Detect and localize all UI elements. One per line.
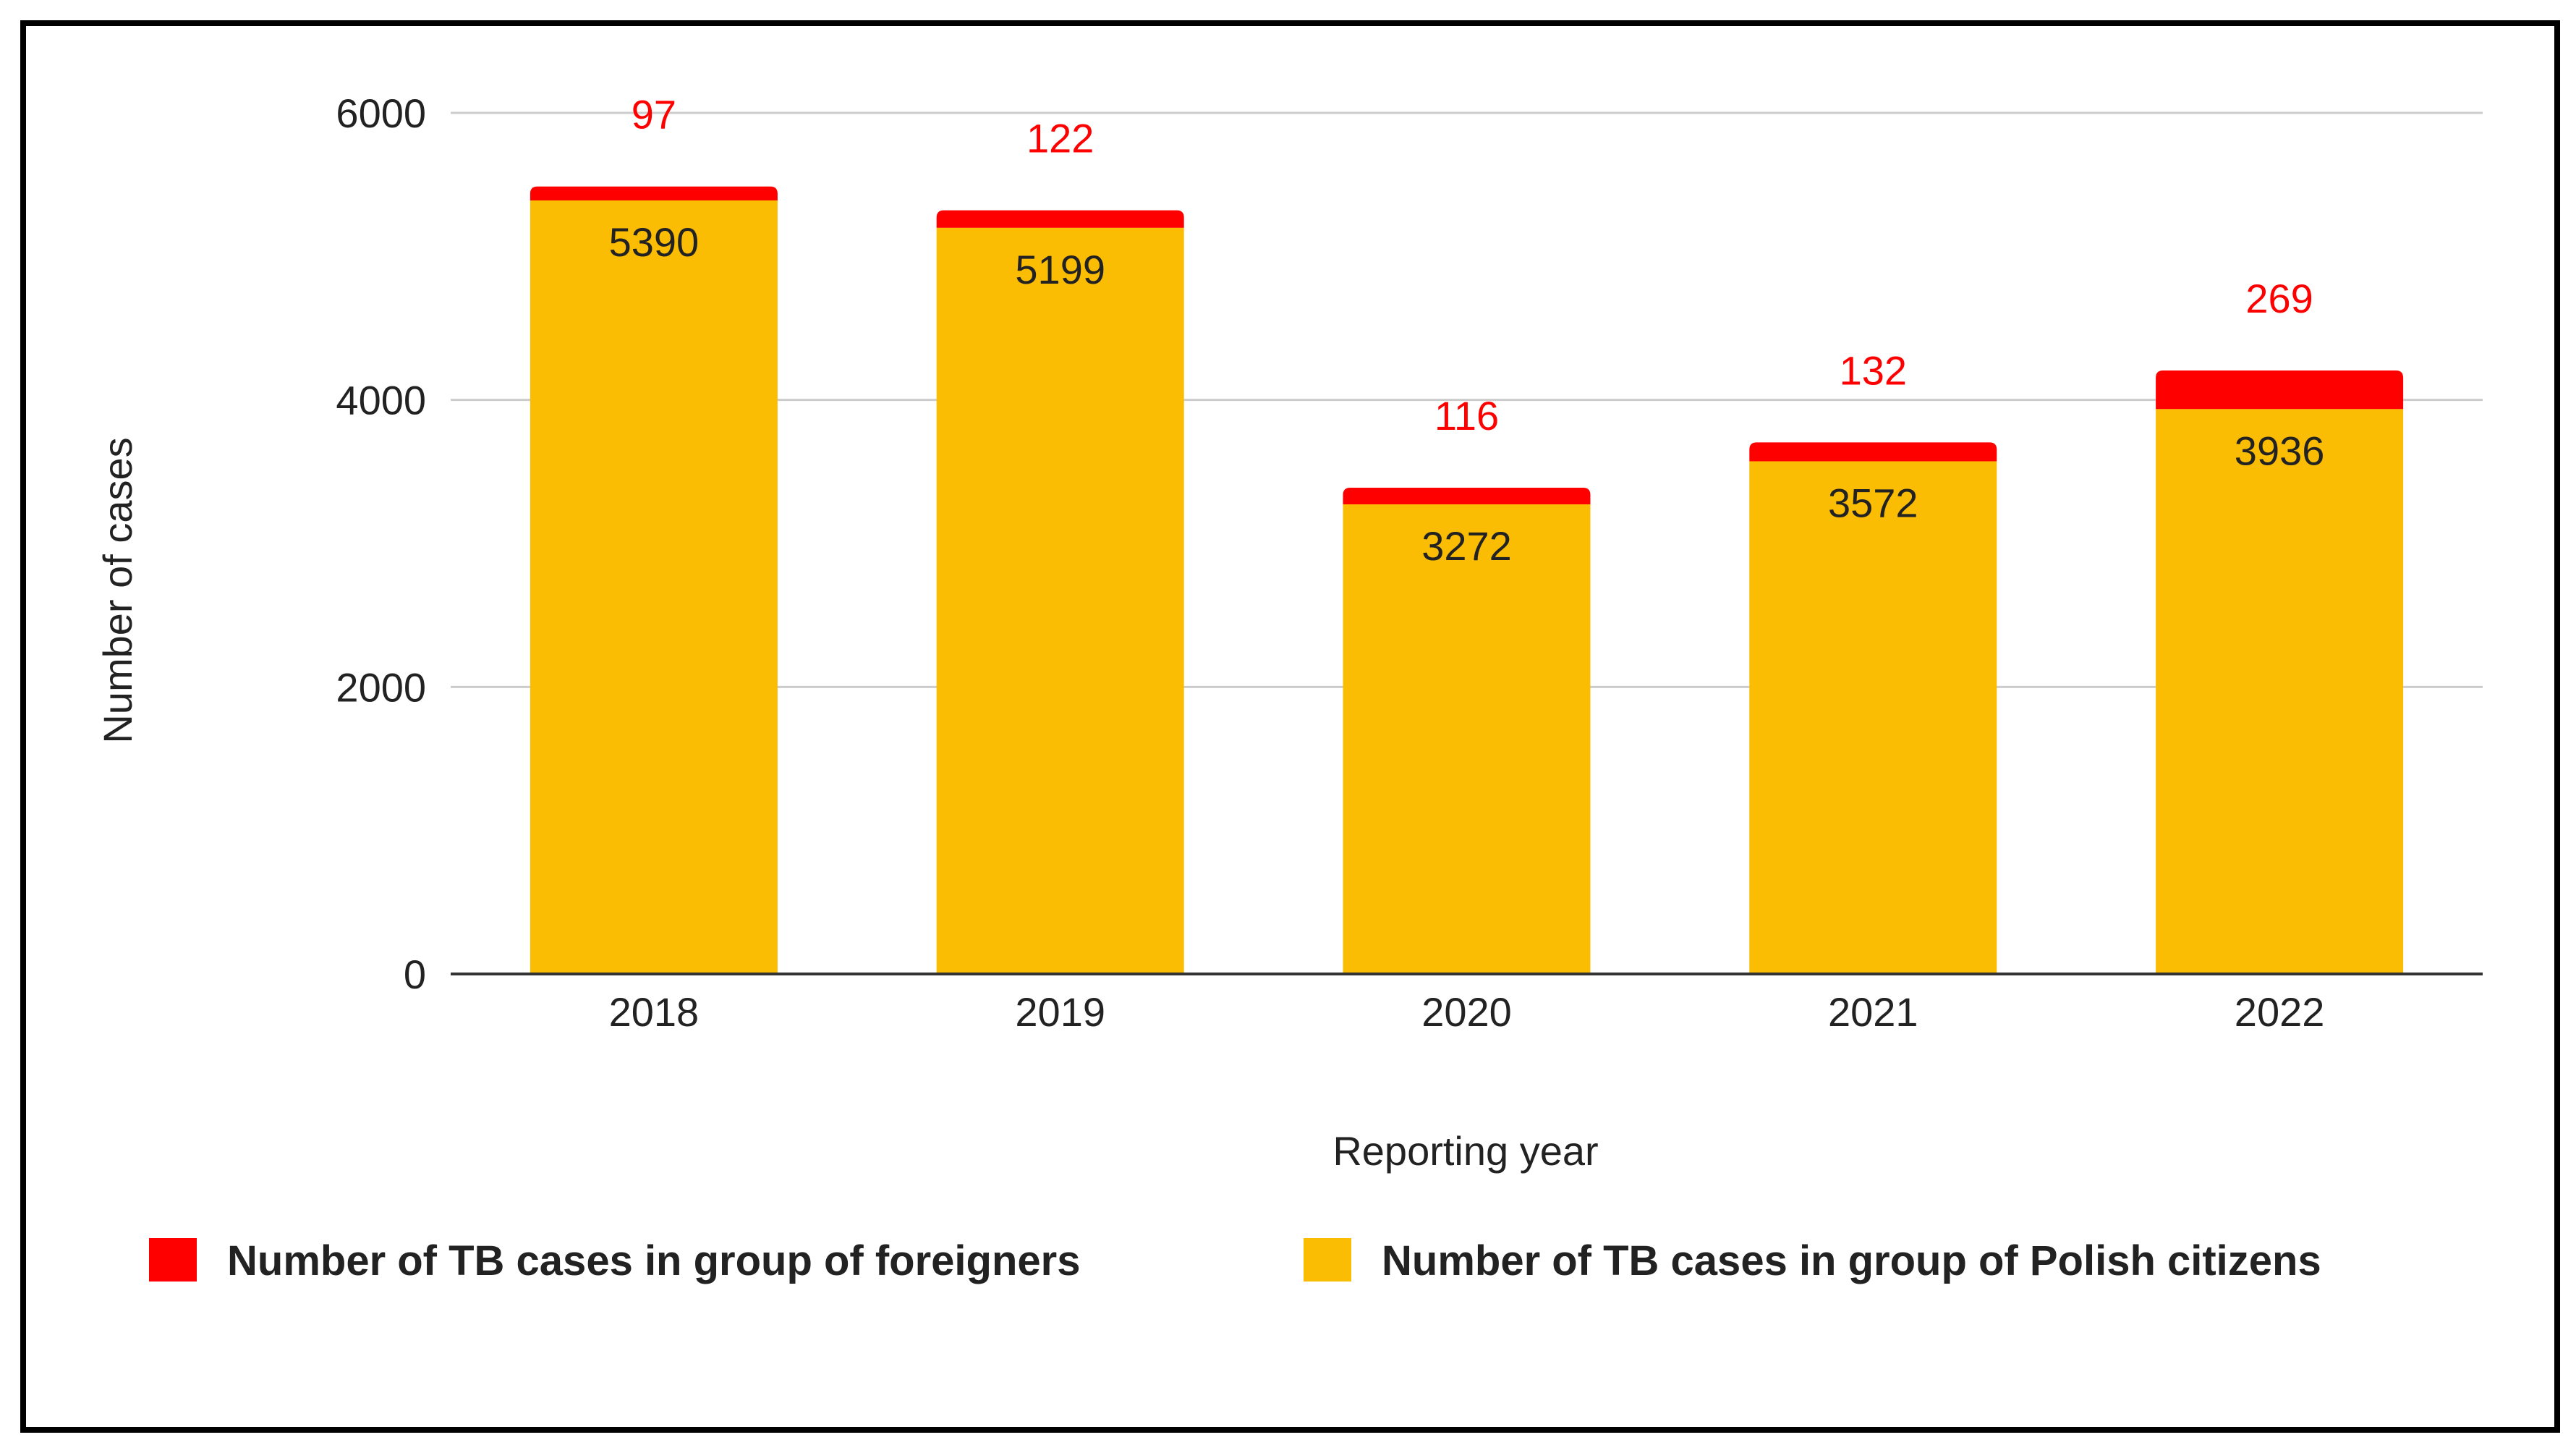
data-label-foreigners-2022: 269 [2245, 276, 2313, 321]
stacked-bar-chart: 0 2000 4000 6000 5390 97 5199 122 3272 116 3572 13… [95, 90, 2483, 1284]
data-label-polish-citizens-2019: 5199 [1015, 247, 1105, 292]
x-tick-label-2020: 2020 [1421, 989, 1512, 1035]
bar-foreigners-2021 [1749, 442, 1997, 462]
bar-foreigners-2022 [2156, 370, 2404, 410]
bar-foreigners-2019 [936, 210, 1184, 228]
bar-polish-citizens-2020 [1343, 504, 1591, 974]
x-axis-ticks: 2018 2019 2020 2021 2022 [609, 989, 2325, 1035]
y-axis-ticks: 0 2000 4000 6000 [336, 90, 426, 997]
legend-label-foreigners: Number of TB cases in group of foreigner… [227, 1237, 1080, 1284]
chart-frame: 0 2000 4000 6000 5390 97 5199 122 3272 116 3572 13… [20, 20, 2560, 1433]
data-label-foreigners-2020: 116 [1434, 393, 1499, 439]
x-tick-label-2018: 2018 [609, 989, 700, 1035]
x-axis-label: Reporting year [1332, 1128, 1598, 1174]
data-label-foreigners-2018: 97 [632, 92, 676, 137]
legend-swatch-polish-citizens [1304, 1238, 1351, 1282]
bar-polish-citizens-2019 [936, 227, 1184, 974]
data-label-polish-citizens-2022: 3936 [2235, 428, 2325, 473]
x-tick-label-2021: 2021 [1828, 989, 1918, 1035]
bar-foreigners-2018 [530, 186, 778, 200]
data-label-foreigners-2021: 132 [1840, 347, 1907, 393]
y-tick-label: 0 [404, 952, 426, 997]
y-tick-label: 2000 [336, 664, 426, 710]
y-axis-label: Number of cases [95, 437, 140, 743]
data-label-foreigners-2019: 122 [1026, 116, 1094, 161]
y-tick-label: 6000 [336, 90, 426, 136]
y-tick-label: 4000 [336, 378, 426, 423]
bars [530, 186, 2404, 974]
bar-polish-citizens-2022 [2156, 409, 2404, 974]
x-tick-label-2019: 2019 [1015, 989, 1105, 1035]
bar-polish-citizens-2021 [1749, 461, 1997, 974]
data-labels: 5390 97 5199 122 3272 116 3572 132 3936 269 [609, 92, 2325, 569]
x-tick-label-2022: 2022 [2235, 989, 2325, 1035]
legend-swatch-foreigners [149, 1238, 197, 1282]
legend: Number of TB cases in group of foreigner… [149, 1237, 2321, 1284]
bar-foreigners-2020 [1343, 488, 1591, 505]
data-label-polish-citizens-2021: 3572 [1828, 480, 1918, 526]
data-label-polish-citizens-2020: 3272 [1421, 523, 1512, 569]
legend-label-polish-citizens: Number of TB cases in group of Polish ci… [1382, 1237, 2321, 1284]
data-label-polish-citizens-2018: 5390 [609, 219, 700, 265]
bar-polish-citizens-2018 [530, 200, 778, 974]
